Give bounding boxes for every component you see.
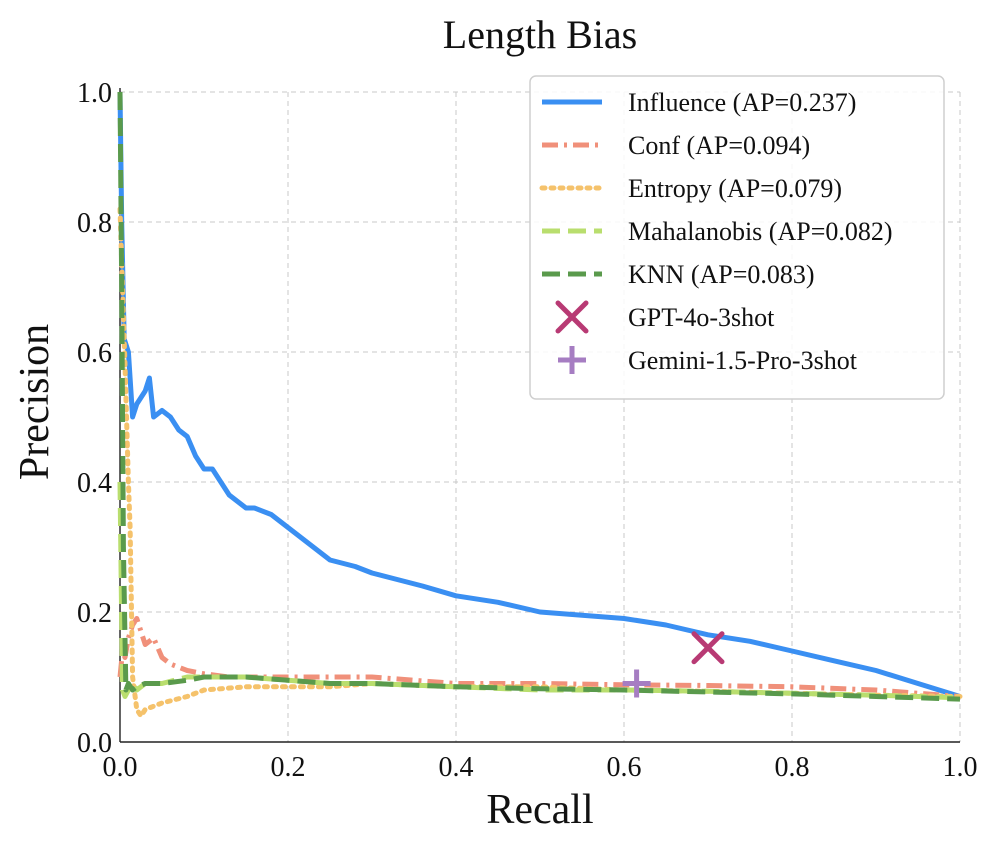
y-tick-label: 0.4 (77, 468, 112, 499)
x-tick-label: 1.0 (943, 752, 978, 783)
legend-label-4: KNN (AP=0.083) (628, 260, 815, 289)
legend-label-point-1: Gemini-1.5-Pro-3shot (628, 346, 858, 375)
chart-title: Length Bias (443, 12, 637, 57)
legend: Influence (AP=0.237) Conf (AP=0.094) Entro… (529, 75, 945, 400)
y-tick-label: 0.8 (77, 208, 112, 239)
x-tick-label: 0.4 (439, 752, 474, 783)
y-tick-label: 1.0 (77, 78, 112, 109)
legend-marker-0 (555, 300, 589, 334)
x-tick-label: 0.8 (775, 752, 810, 783)
y-axis-label: Precision (12, 324, 58, 480)
x-tick-label: 0.6 (607, 752, 642, 783)
y-tick-label: 0.2 (77, 598, 112, 629)
tick-labels: 0.0 0.2 0.4 0.6 0.8 1.0 0.0 0.2 0.4 0.6 0.8 1.0 (77, 78, 978, 783)
series-lines (117, 91, 963, 719)
legend-label-0: Influence (AP=0.237) (628, 88, 856, 117)
x-tick-label: 0.2 (271, 752, 306, 783)
x-axis-label: Recall (486, 787, 593, 833)
series-line-4 (117, 91, 961, 702)
y-tick-label: 0.0 (77, 728, 112, 759)
legend-label-point-0: GPT-4o-3shot (628, 303, 775, 332)
y-tick-label: 0.6 (77, 338, 112, 369)
point-markers (622, 631, 725, 698)
x-tick-label: 0.0 (103, 752, 138, 783)
legend-label-3: Mahalanobis (AP=0.082) (628, 217, 893, 246)
point-marker-0 (691, 631, 725, 665)
legend-box (529, 75, 945, 400)
series-line-0 (117, 91, 961, 699)
legend-marker-1 (558, 346, 586, 374)
legend-label-1: Conf (AP=0.094) (628, 131, 810, 160)
point-marker-1 (622, 669, 651, 698)
legend-label-2: Entropy (AP=0.079) (628, 174, 842, 203)
series-line-3 (117, 481, 961, 701)
